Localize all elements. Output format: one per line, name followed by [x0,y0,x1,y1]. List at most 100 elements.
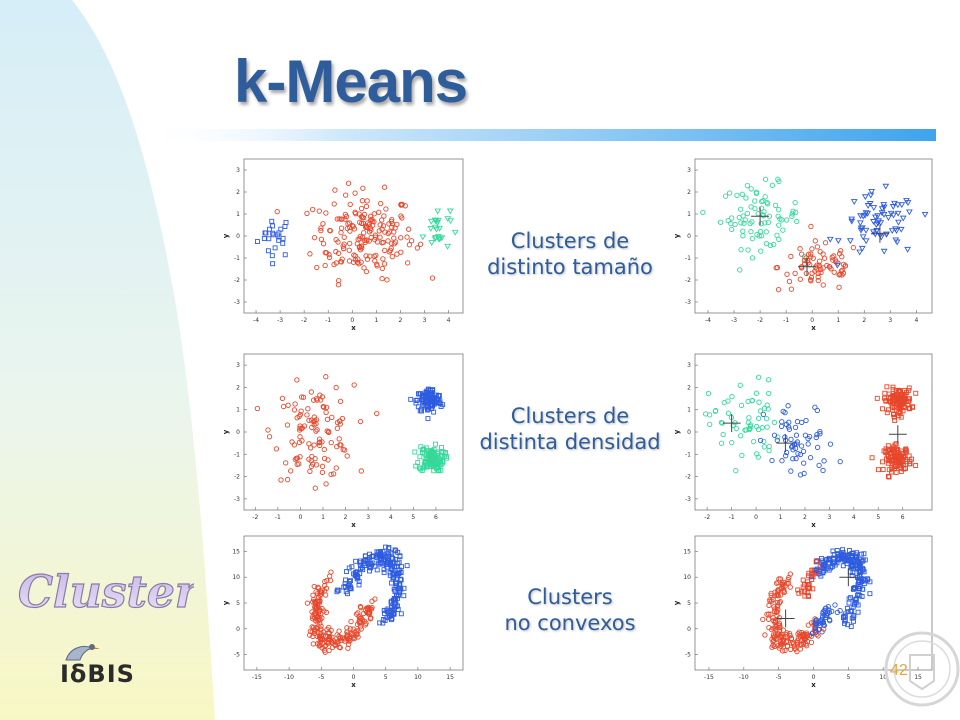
data-point [272,245,278,251]
data-point [766,602,772,609]
data-point [893,441,899,447]
data-point [306,417,312,424]
data-point [790,208,796,214]
x-tick-label: 10 [879,674,887,681]
data-point [888,228,896,235]
data-point [837,607,843,614]
data-point [792,424,799,431]
data-point [815,277,821,284]
y-tick-label: -1 [234,451,240,458]
y-axis-label: y [673,233,681,238]
data-point [318,225,324,231]
data-point [446,208,454,215]
data-point [321,404,327,410]
data-point [864,203,872,209]
data-point [361,265,367,271]
data-point [323,409,329,415]
data-point [806,570,812,576]
data-point [855,582,861,588]
data-point [297,434,303,440]
data-point [777,592,784,598]
data-point [345,180,352,186]
data-point [862,210,870,217]
data-point [367,568,373,574]
data-point [347,240,353,247]
data-point [427,226,435,232]
x-axis-label: x [351,521,356,529]
data-point [427,218,435,225]
data-point [380,223,387,229]
data-point [319,394,326,400]
data-point [384,277,390,283]
x-tick-label: 2 [862,317,866,324]
data-point [314,397,320,403]
data-point [352,190,358,196]
data-point [363,553,368,559]
data-point [837,551,843,557]
data-point [830,555,836,561]
y-tick-label: 2 [687,384,691,391]
data-point [392,588,398,594]
data-point [814,407,820,414]
data-point [339,256,345,262]
data-point [880,202,888,208]
plot-frame [694,353,933,511]
data-point [829,254,835,260]
data-point [773,631,779,637]
data-point [872,222,880,229]
data-point [846,596,852,602]
data-point [356,261,362,267]
data-point [798,443,805,449]
data-point [794,218,800,225]
data-point [771,432,778,438]
data-point [296,439,303,446]
data-point [404,563,410,569]
data-point [880,248,888,255]
data-point [367,605,373,612]
data-point [336,436,342,442]
data-point [338,229,344,236]
x-tick-label: 2 [803,514,807,521]
data-point [357,418,364,425]
data-point [437,401,443,406]
data-point [739,191,745,197]
data-point [319,587,325,593]
data-point [367,560,373,566]
data-point [434,398,440,404]
data-point [880,406,885,412]
data-point [309,453,315,460]
data-point [361,237,368,243]
data-point [903,446,909,452]
data-point [332,639,338,645]
data-point [266,434,273,440]
data-point [893,446,899,452]
data-point [381,213,387,219]
data-point [758,221,764,227]
data-point [318,236,325,242]
y-axis-label: y [222,429,230,434]
data-point [852,602,857,608]
data-point [360,215,367,221]
data-point [278,477,284,483]
data-point [342,583,348,589]
data-point [775,213,781,219]
data-point [340,243,346,249]
scatter-plot-size-kmeans: -4 -3 -2 -1 0 1 2 3 4 3 2 1 0 -1 -2 -3 x y [673,155,936,333]
data-point [882,390,888,396]
x-tick-label: 1 [836,317,840,324]
x-tick-label: -2 [757,317,763,324]
data-point [333,248,339,255]
x-tick-label: 4 [914,317,918,324]
data-point [432,395,438,401]
data-point [769,182,776,188]
data-point [728,220,734,227]
y-tick-label: 0 [236,233,240,240]
data-point [722,193,729,199]
x-tick-label: -1 [325,317,331,324]
y-tick-label: 0 [236,626,240,633]
x-tick-label: 3 [888,317,892,324]
x-tick-label: 10 [414,674,422,681]
data-point [892,463,898,469]
data-point [753,190,760,196]
